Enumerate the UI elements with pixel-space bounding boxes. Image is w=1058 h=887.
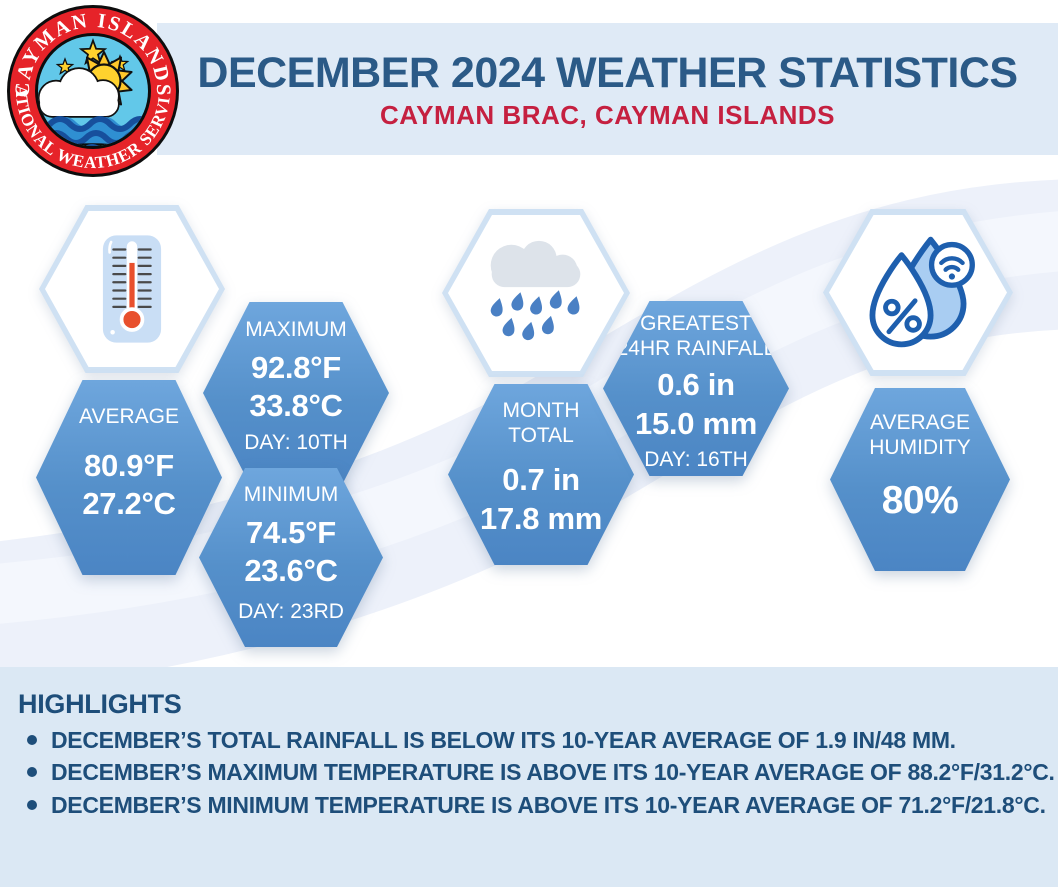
average-humidity-label-line1: AVERAGE: [870, 411, 970, 434]
month-total-millimeters: 17.8 mm: [480, 500, 602, 536]
highlight-item: DECEMBER’S TOTAL RAINFALL IS BELOW ITS 1…: [27, 727, 1058, 753]
thermometer-icon: [102, 235, 162, 343]
nws-logo-icon: CAYMAN ISLANDS NATIONAL WEATHER SERVICE: [6, 4, 179, 177]
page-subtitle: CAYMAN BRAC, CAYMAN ISLANDS: [379, 99, 836, 130]
minimum-temperature-label: MINIMUM: [243, 483, 339, 506]
humidity-icon-hexagon: [823, 209, 1013, 376]
highlights-title: HIGHLIGHTS: [18, 689, 182, 719]
average-temperature-fahrenheit: 80.9°F: [84, 447, 174, 483]
bullet-dot-icon: [27, 735, 37, 745]
humidity-drops-icon: [869, 236, 975, 347]
maximum-temperature-fahrenheit: 92.8°F: [251, 349, 341, 385]
minimum-temperature-fahrenheit: 74.5°F: [246, 514, 336, 550]
header-band: DECEMBER 2024 WEATHER STATISTICS CAYMAN …: [157, 23, 1058, 155]
average-temperature-celsius: 27.2°C: [82, 486, 176, 521]
month-total-label-line2: TOTAL: [508, 423, 574, 447]
highlight-item: DECEMBER’S MAXIMUM TEMPERATURE IS ABOVE …: [27, 759, 1058, 786]
highlight-text-maximum-temperature: DECEMBER’S MAXIMUM TEMPERATURE IS ABOVE …: [51, 759, 1055, 786]
highlight-text-rainfall: DECEMBER’S TOTAL RAINFALL IS BELOW ITS 1…: [51, 727, 956, 753]
rain-cloud-icon: [489, 240, 583, 342]
average-humidity-label-line2: HUMIDITY: [869, 435, 971, 459]
minimum-temperature-day: DAY: 23RD: [238, 600, 344, 624]
minimum-temperature-hexagon: MINIMUM 74.5°F 23.6°C DAY: 23RD: [199, 468, 383, 647]
maximum-temperature-celsius: 33.8°C: [249, 388, 343, 423]
average-temperature-hexagon: AVERAGE 80.9°F 27.2°C: [36, 380, 222, 575]
month-total-inches: 0.7 in: [502, 462, 580, 498]
greatest-rainfall-day: DAY: 16TH: [644, 448, 748, 471]
bullet-dot-icon: [27, 799, 37, 810]
greatest-rainfall-label-line1: GREATEST: [640, 312, 752, 335]
highlight-item: DECEMBER’S MINIMUM TEMPERATURE IS ABOVE …: [27, 791, 1058, 818]
maximum-temperature-label: MAXIMUM: [245, 318, 347, 341]
highlights-section: HIGHLIGHTS DECEMBER’S TOTAL RAINFALL IS …: [0, 667, 1058, 887]
minimum-temperature-celsius: 23.6°C: [244, 553, 338, 588]
bullet-dot-icon: [27, 767, 37, 778]
temperature-icon-hexagon: [39, 205, 225, 373]
greatest-rainfall-millimeters: 15.0 mm: [635, 405, 757, 441]
average-humidity-hexagon: AVERAGE HUMIDITY 80%: [830, 388, 1010, 571]
page-title: DECEMBER 2024 WEATHER STATISTICS: [197, 49, 1018, 98]
rainfall-icon-hexagon: [442, 209, 630, 377]
highlight-text-minimum-temperature: DECEMBER’S MINIMUM TEMPERATURE IS ABOVE …: [51, 791, 1046, 818]
maximum-temperature-hexagon: MAXIMUM 92.8°F 33.8°C DAY: 10TH: [203, 302, 389, 484]
month-total-label-line1: MONTH: [502, 399, 580, 422]
average-humidity-value: 80%: [881, 479, 959, 523]
greatest-24hr-rainfall-hexagon: GREATEST 24HR RAINFALL 0.6 in 15.0 mm DA…: [603, 301, 789, 476]
maximum-temperature-day: DAY: 10TH: [244, 431, 348, 455]
average-temperature-label: AVERAGE: [79, 405, 179, 428]
greatest-rainfall-label-line2: 24HR RAINFALL: [616, 336, 776, 360]
greatest-rainfall-inches: 0.6 in: [657, 367, 735, 403]
